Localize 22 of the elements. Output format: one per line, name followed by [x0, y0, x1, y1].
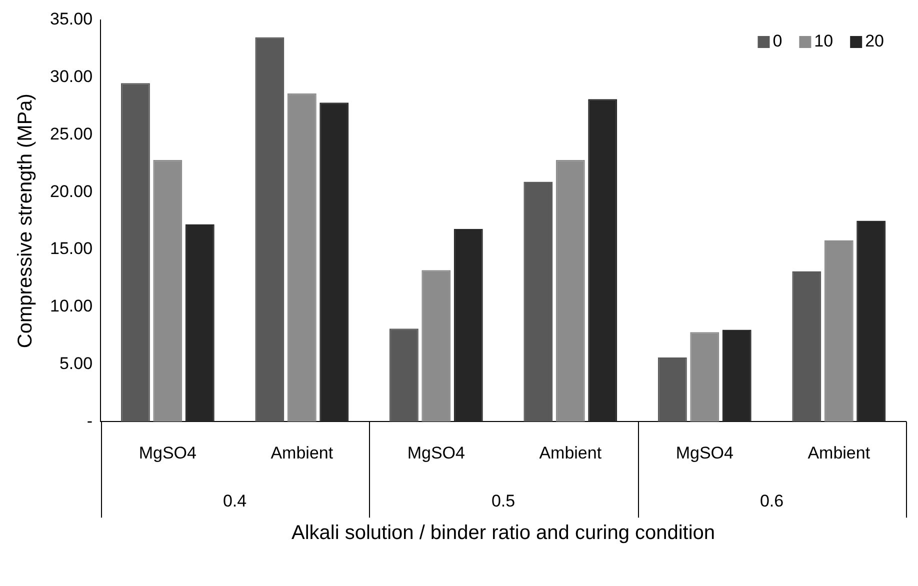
- y-tick-label: 15.00: [50, 239, 93, 258]
- y-axis-title: Compressive strength (MPa): [14, 94, 37, 348]
- y-tick-label: -: [86, 411, 93, 430]
- x-tick-label: MgSO4: [138, 443, 196, 462]
- y-tick-label: 30.00: [50, 67, 93, 86]
- x-tick-label: MgSO4: [676, 443, 734, 462]
- y-tick-label: 10.00: [50, 296, 93, 316]
- legend-label: 10: [814, 32, 834, 51]
- x-tick-label: Ambient: [808, 443, 870, 462]
- x-tick-label: Ambient: [539, 443, 602, 462]
- text: 0.5: [491, 491, 516, 510]
- x-tick-label: MgSO4: [407, 443, 465, 462]
- y-tick-label: 25.00: [50, 124, 93, 144]
- text: 0.4: [222, 491, 247, 510]
- legend-label: 20: [865, 32, 884, 51]
- text: 0.6: [760, 491, 784, 510]
- legend-label: 0: [772, 32, 782, 51]
- x-axis-title: Alkali solution / binder ratio and curing condition: [291, 522, 716, 544]
- x-tick-label: Ambient: [270, 443, 334, 462]
- y-tick-label: 35.00: [50, 10, 93, 29]
- y-tick-label: 5.00: [59, 354, 93, 373]
- y-tick-label: 20.00: [50, 182, 93, 201]
